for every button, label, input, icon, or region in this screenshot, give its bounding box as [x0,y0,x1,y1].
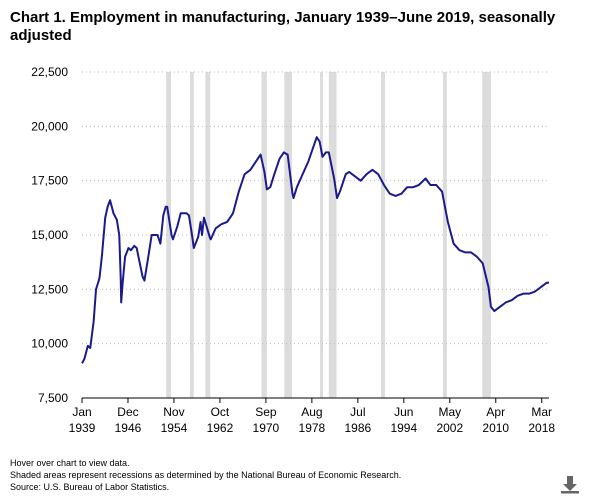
chart-title: Chart 1. Employment in manufacturing, Ja… [10,9,556,26]
y-tick-label: 17,500 [31,174,68,188]
y-tick-label: 7,500 [38,391,68,405]
recession-band [443,72,447,398]
x-tick-label: 2018 [528,421,555,435]
y-tick-label: 20,000 [31,119,68,133]
x-tick-label: 1970 [253,421,280,435]
recession-band [320,72,324,398]
x-tick-label: 2002 [436,421,463,435]
note: Hover over chart to view data. [10,458,130,468]
note: Source: U.S. Bureau of Labor Statistics. [10,482,169,492]
x-tick-label: 1986 [344,421,371,435]
x-tick-label: 1954 [161,421,188,435]
x-tick-label: Sep [255,405,277,419]
x-tick-label: 1994 [390,421,417,435]
recession-band [381,72,385,398]
note: Shaded areas represent recessions as det… [10,470,401,480]
y-tick-label: 22,500 [31,65,68,79]
x-tick-label: 1946 [115,421,142,435]
x-tick-label: Mar [531,405,552,419]
x-tick-label: Oct [211,405,230,419]
recession-band [261,72,267,398]
y-tick-label: 15,000 [31,228,68,242]
x-tick-label: 1978 [299,421,326,435]
chart-title: adjusted [10,27,72,44]
x-tick-label: 1939 [69,421,96,435]
recession-band [166,72,172,398]
x-tick-label: May [438,405,461,419]
x-tick-label: Jul [350,405,365,419]
y-tick-label: 10,000 [31,337,68,351]
recession-band [205,72,211,398]
y-tick-label: 12,500 [31,282,68,296]
x-tick-label: 1962 [207,421,234,435]
data-line [81,136,549,364]
x-tick-label: Aug [301,405,322,419]
x-tick-label: Jun [394,405,413,419]
x-tick-label: Nov [163,405,184,419]
x-tick-label: 2010 [482,421,509,435]
x-tick-label: Dec [117,405,138,419]
download-icon[interactable] [560,474,580,494]
recession-band [328,72,337,398]
recession-band [284,72,293,398]
x-tick-label: Apr [486,405,505,419]
x-tick-label: Jan [72,405,91,419]
